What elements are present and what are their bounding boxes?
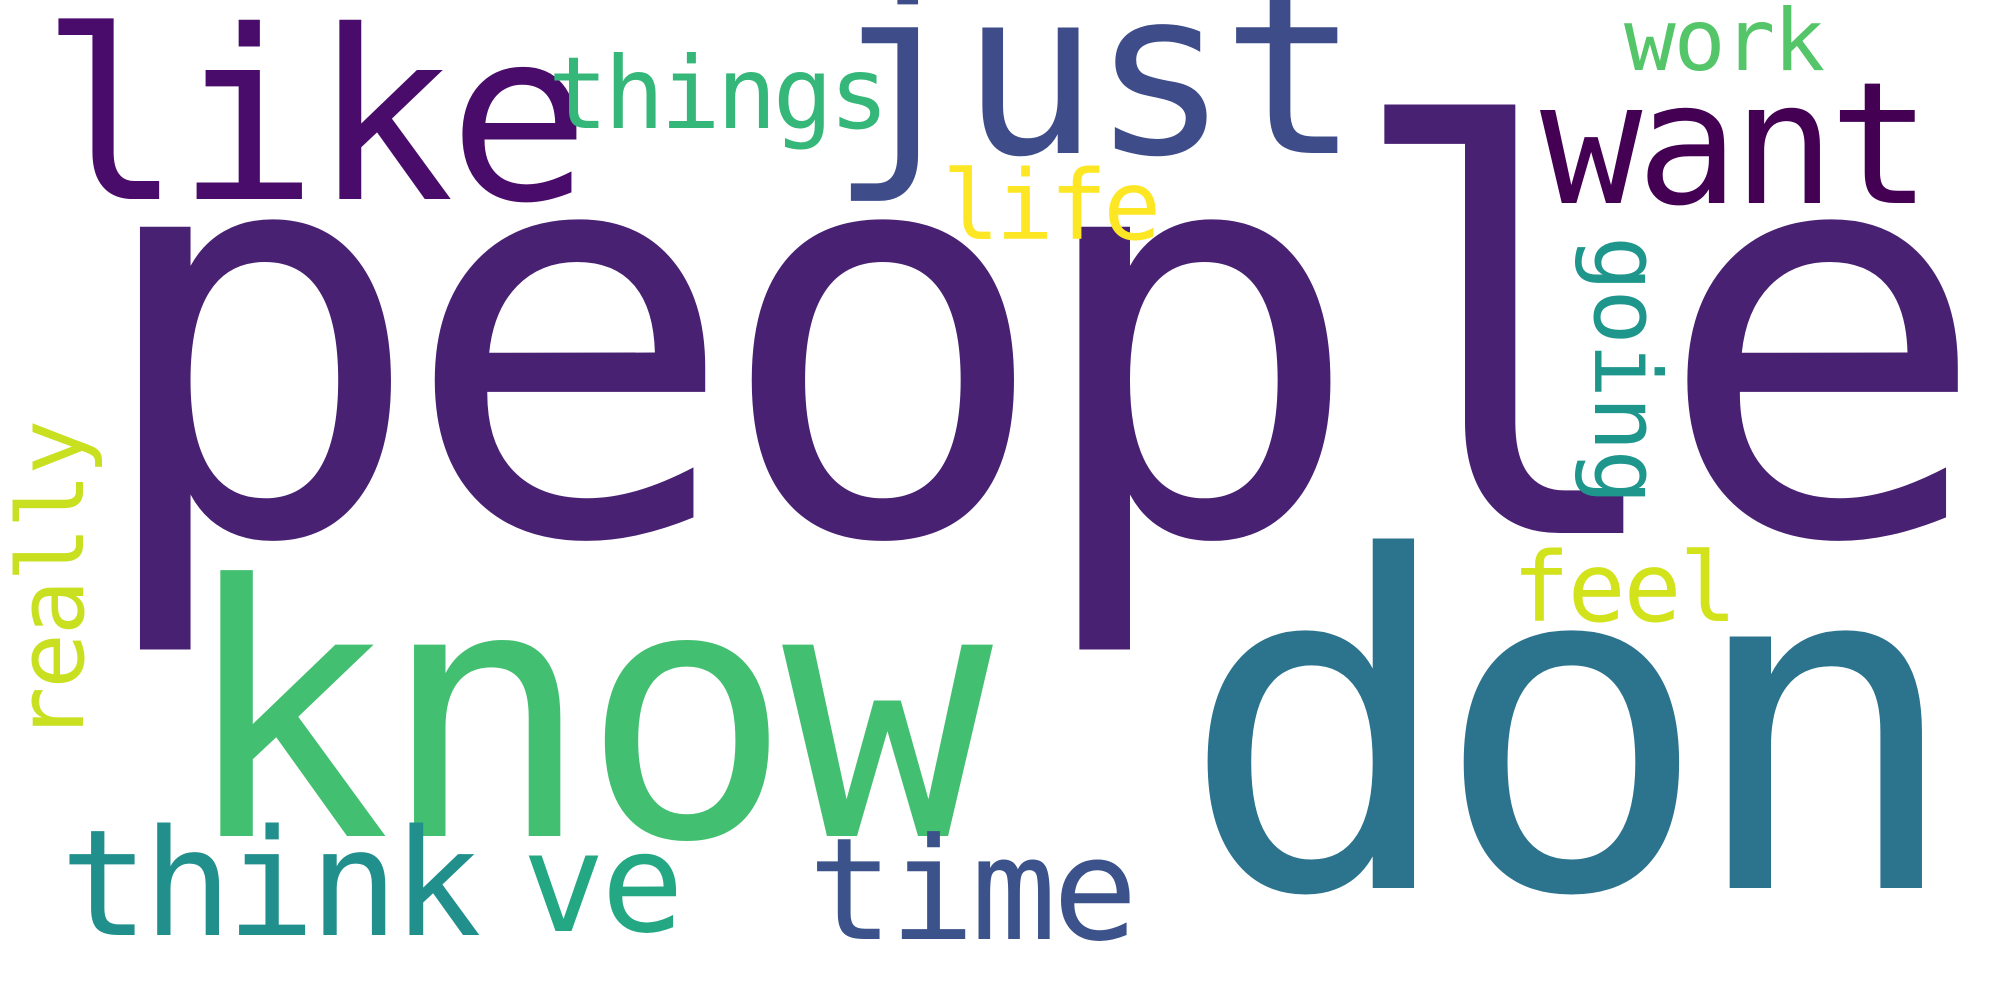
word-think: think bbox=[60, 798, 482, 970]
word-know: know bbox=[180, 511, 993, 919]
word-want: want bbox=[1540, 46, 1931, 244]
word-people: people bbox=[88, 14, 1991, 666]
word-life: life bbox=[942, 150, 1161, 262]
word-work: work bbox=[1624, 0, 1825, 91]
word-ve: ve bbox=[522, 803, 684, 964]
word-things: things bbox=[548, 35, 889, 152]
word-feel: feel bbox=[1512, 532, 1737, 644]
word-going: going bbox=[1573, 236, 1680, 503]
word-time: time bbox=[808, 808, 1138, 973]
word-like: like bbox=[40, 0, 590, 255]
word-just: just bbox=[830, 0, 1360, 208]
word-don: don bbox=[1180, 462, 1963, 997]
word-really: really bbox=[0, 421, 105, 742]
